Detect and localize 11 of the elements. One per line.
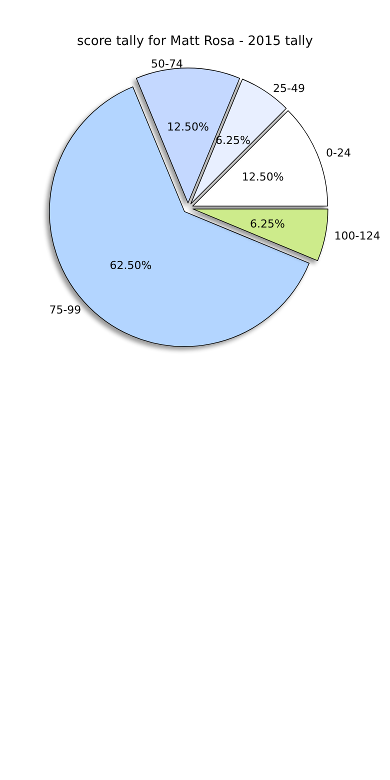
slice-label: 75-99	[49, 303, 82, 316]
chart-title: score tally for Matt Rosa - 2015 tally	[77, 34, 314, 49]
data-label: 6.25%	[216, 134, 250, 148]
data-label: 62.50%	[110, 258, 152, 272]
slice-label: 50-74	[151, 58, 183, 70]
slice-label: 0-24	[326, 146, 352, 160]
slice-label: 25-49	[273, 82, 305, 95]
data-label: 12.50%	[167, 120, 209, 134]
data-label: 6.25%	[250, 217, 285, 230]
slice-label: 100-124	[334, 230, 380, 243]
data-label: 12.50%	[242, 170, 284, 184]
